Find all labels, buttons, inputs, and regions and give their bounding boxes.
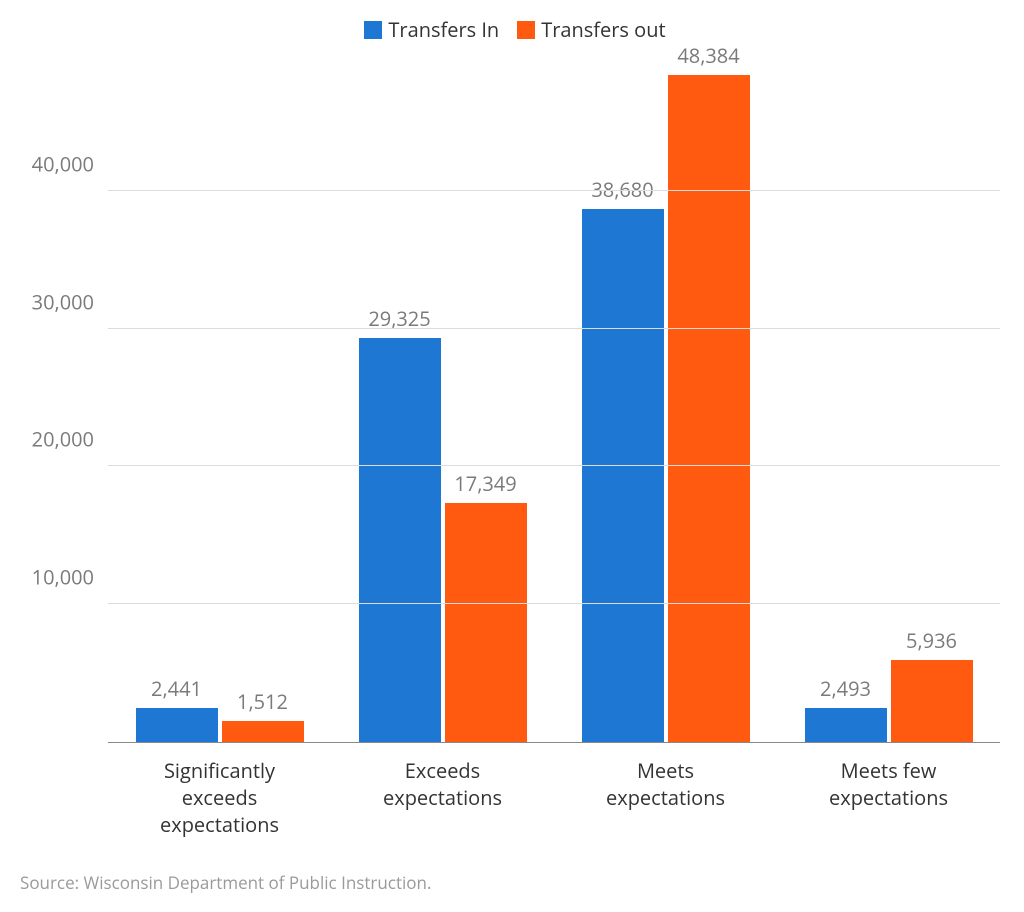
bar-value-label: 38,680 (591, 176, 653, 209)
bar: 48,384 (668, 75, 750, 742)
bars-layer: 2,4411,51229,32517,34938,68048,3842,4935… (108, 53, 1000, 742)
plot-area: 2,4411,51229,32517,34938,68048,3842,4935… (108, 53, 1000, 743)
gridline (108, 328, 1000, 329)
bar: 38,680 (582, 209, 664, 742)
gridline (108, 465, 1000, 466)
bar-value-label: 1,512 (237, 688, 288, 721)
y-tick-label: 10,000 (32, 564, 108, 591)
bar: 2,441 (136, 708, 218, 742)
bar: 29,325 (359, 338, 441, 742)
x-axis-label: Exceedsexpectations (331, 743, 554, 838)
legend-swatch (517, 21, 535, 39)
bar-group: 38,68048,384 (554, 53, 777, 742)
bar-group: 2,4935,936 (777, 53, 1000, 742)
y-tick-label: 30,000 (32, 288, 108, 315)
x-axis-label: Significantlyexceedsexpectations (108, 743, 331, 838)
legend-item-transfers-in: Transfers In (364, 16, 499, 43)
bar: 2,493 (805, 708, 887, 742)
y-tick-label: 40,000 (32, 150, 108, 177)
bar-group: 2,4411,512 (108, 53, 331, 742)
bar-value-label: 48,384 (677, 42, 739, 75)
x-axis-label: Meetsexpectations (554, 743, 777, 838)
legend-item-transfers-out: Transfers out (517, 16, 665, 43)
bar: 5,936 (891, 660, 973, 742)
chart-legend: Transfers In Transfers out (20, 10, 1010, 53)
bar: 1,512 (222, 721, 304, 742)
chart-container: Transfers In Transfers out 2,4411,51229,… (20, 10, 1010, 900)
legend-swatch (364, 21, 382, 39)
bar-value-label: 2,493 (820, 675, 871, 708)
bar-group: 29,32517,349 (331, 53, 554, 742)
source-text: Source: Wisconsin Department of Public I… (20, 871, 431, 894)
bar: 17,349 (445, 503, 527, 742)
legend-label: Transfers out (541, 16, 665, 43)
bar-value-label: 17,349 (454, 470, 516, 503)
bar-value-label: 5,936 (906, 627, 957, 660)
legend-label: Transfers In (388, 16, 499, 43)
y-tick-label: 20,000 (32, 426, 108, 453)
bar-value-label: 2,441 (151, 675, 202, 708)
x-axis: SignificantlyexceedsexpectationsExceedse… (108, 743, 1000, 838)
bar-value-label: 29,325 (368, 305, 430, 338)
gridline (108, 190, 1000, 191)
gridline (108, 603, 1000, 604)
x-axis-label: Meets fewexpectations (777, 743, 1000, 838)
